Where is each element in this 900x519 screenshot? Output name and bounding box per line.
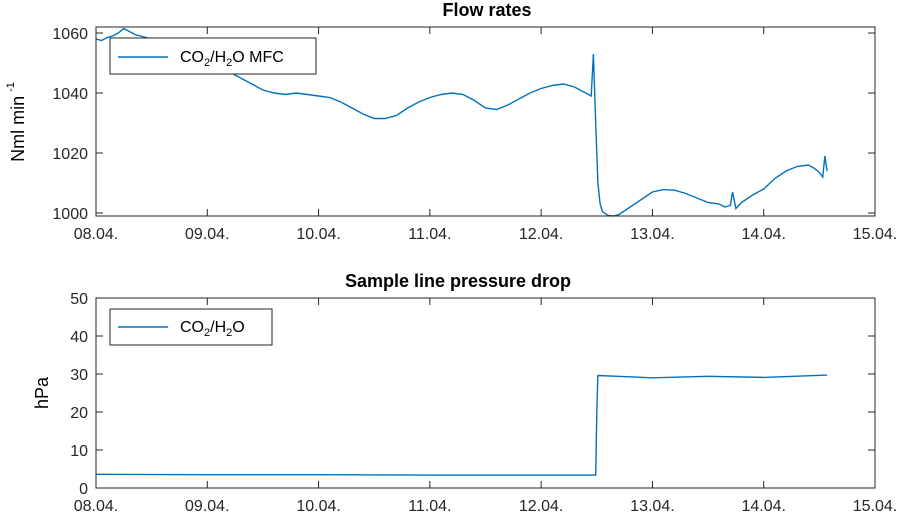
x-tick-label: 14.04. [741, 498, 785, 515]
panel-sample-line-pressure-drop: Sample line pressure drop hPa 08.04. 09.0… [32, 271, 897, 515]
x-tick-label: 12.04. [519, 226, 563, 243]
plot-area-frame [95, 297, 876, 489]
x-tick-label: 08.04. [74, 498, 118, 515]
x-tick-label: 11.04. [408, 226, 451, 243]
y-tick-labels: 1000 1020 1040 1060 [52, 26, 88, 223]
x-tick-label: 11.04. [408, 498, 451, 515]
legend-label: CO2/H2O [180, 319, 245, 339]
y-axis-label: Nml min -1 [5, 82, 28, 162]
series-line-co2-h2o [95, 374, 828, 476]
x-tick-label: 13.04. [630, 226, 674, 243]
x-tick-label: 09.04. [185, 226, 229, 243]
x-tick-label: 13.04. [630, 498, 674, 515]
y-tick-label: 30 [70, 367, 88, 384]
y-tick-label: 1040 [52, 86, 88, 103]
y-tick-label: 1060 [52, 26, 88, 43]
x-tick-label: 10.04. [296, 226, 340, 243]
legend-box [109, 37, 317, 75]
plot-area-frame [95, 26, 876, 217]
y-tick-label: 1020 [52, 146, 88, 163]
x-tick-label: 08.04. [74, 226, 118, 243]
legend: CO2/H2O MFC [109, 37, 317, 75]
x-tick-label: 15.04. [853, 226, 897, 243]
x-tick-label: 09.04. [185, 498, 229, 515]
y-axis-label-main: Nml min [8, 96, 28, 162]
y-tick-label: 50 [70, 291, 88, 308]
legend: CO2/H2O [109, 308, 273, 346]
x-tick-labels: 08.04. 09.04. 10.04. 11.04. 12.04. 13.04. 14.0… [74, 498, 897, 515]
panel-flow-rates: Flow rates Nml min -1 08.04. 09.04. 10.04. 1… [5, 0, 897, 243]
y-tick-label: 1000 [52, 206, 88, 223]
x-tick-label: 10.04. [296, 498, 340, 515]
y-tick-label: 40 [70, 329, 88, 346]
y-tick-labels: 0 10 20 30 40 50 [70, 291, 88, 498]
x-tick-label: 14.04. [741, 226, 785, 243]
y-tick-label: 10 [70, 443, 88, 460]
y-tick-label: 0 [79, 481, 88, 498]
x-tick-labels: 08.04. 09.04. 10.04. 11.04. 12.04. 13.04. 14.0… [74, 226, 897, 243]
x-tick-label: 15.04. [853, 498, 897, 515]
y-axis-label-superscript: -1 [5, 82, 17, 92]
x-tick-label: 12.04. [519, 498, 563, 515]
chart-title: Sample line pressure drop [345, 271, 571, 291]
y-tick-label: 20 [70, 405, 88, 422]
legend-label: CO2/H2O MFC [180, 49, 284, 69]
y-axis-label: hPa [32, 376, 52, 409]
chart-title: Flow rates [442, 0, 531, 20]
